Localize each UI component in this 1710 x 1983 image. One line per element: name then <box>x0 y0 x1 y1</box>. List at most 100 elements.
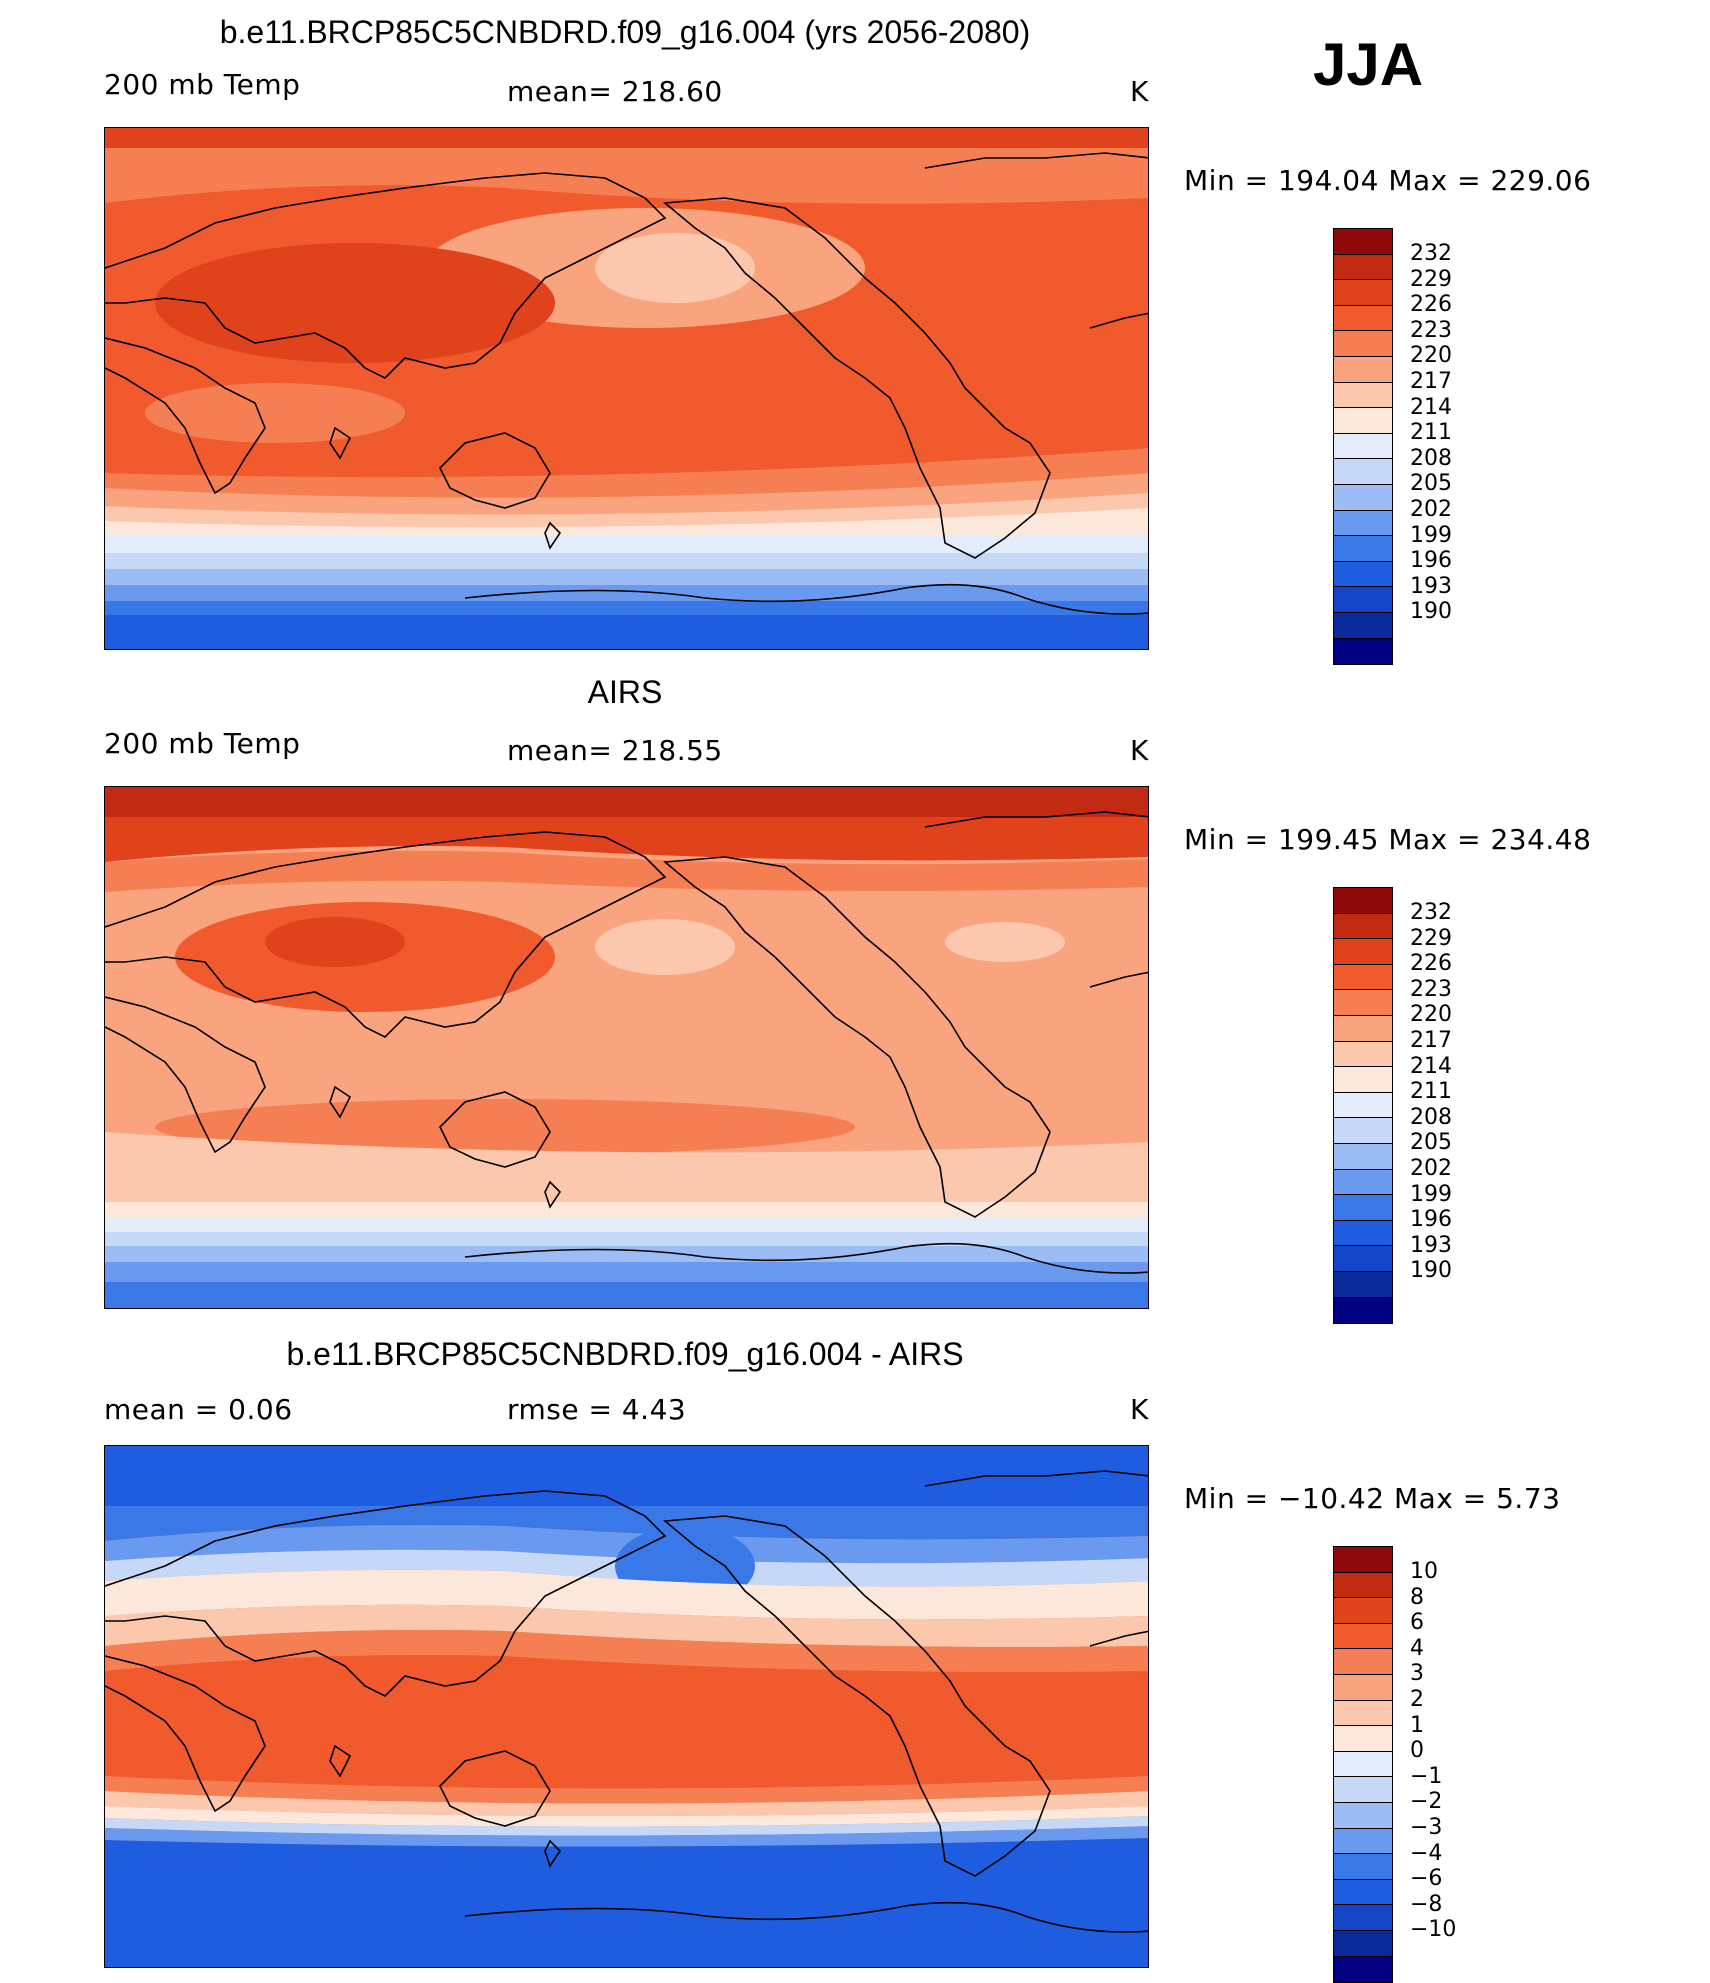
colorbar-swatch <box>1334 1169 1392 1196</box>
colorbar-tick-label: 223 <box>1410 976 1452 1002</box>
colorbar-tick-label: −8 <box>1410 1891 1443 1917</box>
panel1-title: b.e11.BRCP85C5CNBDRD.f09_g16.004 (yrs 20… <box>219 14 1031 50</box>
colorbar-tick-label: 199 <box>1410 1181 1452 1207</box>
panel1-colorbar <box>1333 228 1393 666</box>
colorbar-tick-label: 1 <box>1410 1712 1424 1738</box>
colorbar-tick-label: 208 <box>1410 445 1452 471</box>
colorbar-swatch <box>1334 408 1392 434</box>
panel3-map-svg <box>105 1446 1148 1967</box>
colorbar-swatch <box>1334 638 1392 665</box>
colorbar-swatch <box>1334 1674 1392 1701</box>
colorbar-tick-label: 229 <box>1410 925 1452 951</box>
colorbar-swatch <box>1334 612 1392 639</box>
colorbar-tick-label: 190 <box>1410 599 1452 625</box>
colorbar-swatch <box>1334 1297 1392 1324</box>
colorbar-swatch <box>1334 1905 1392 1931</box>
colorbar-tick-label: 4 <box>1410 1635 1424 1661</box>
panel3-minmax: Min = −10.42 Max = 5.73 <box>1184 1482 1561 1515</box>
colorbar-swatch <box>1334 1598 1392 1624</box>
panel1-units: K <box>1130 75 1149 108</box>
colorbar-swatch <box>1334 382 1392 409</box>
panel3-rmse-label: rmse = 4.43 <box>507 1393 687 1426</box>
colorbar-tick-label: 196 <box>1410 548 1452 574</box>
colorbar-swatch <box>1334 1271 1392 1298</box>
colorbar-tick-label: 8 <box>1410 1584 1424 1610</box>
colorbar-swatch <box>1334 561 1392 588</box>
colorbar-tick-label: −2 <box>1410 1789 1443 1815</box>
colorbar-swatch <box>1334 587 1392 613</box>
colorbar-tick-label: 193 <box>1410 1232 1452 1258</box>
colorbar-tick-label: 229 <box>1410 266 1452 292</box>
colorbar-swatch <box>1334 1956 1392 1983</box>
season-label: JJA <box>1313 31 1424 98</box>
colorbar-tick-label: −6 <box>1410 1866 1443 1892</box>
colorbar-tick-label: 220 <box>1410 343 1452 369</box>
colorbar-tick-label: 214 <box>1410 1053 1452 1079</box>
colorbar-swatch <box>1334 229 1392 255</box>
panel3-colorbar <box>1333 1546 1393 1983</box>
colorbar-swatch <box>1334 484 1392 511</box>
colorbar-tick-label: 226 <box>1410 292 1452 318</box>
colorbar-tick-label: 211 <box>1410 1079 1452 1105</box>
colorbar-tick-label: 223 <box>1410 317 1452 343</box>
colorbar-tick-label: −1 <box>1410 1763 1443 1789</box>
colorbar-tick-label: 196 <box>1410 1207 1452 1233</box>
colorbar-tick-label: 202 <box>1410 1155 1452 1181</box>
colorbar-tick-label: 2 <box>1410 1686 1424 1712</box>
colorbar-tick-label: 217 <box>1410 1027 1452 1053</box>
colorbar-swatch <box>1334 1726 1392 1752</box>
panel2-title: AIRS <box>587 674 663 710</box>
colorbar-swatch <box>1334 1547 1392 1573</box>
colorbar-swatch <box>1334 510 1392 537</box>
colorbar-swatch <box>1334 459 1392 485</box>
colorbar-swatch <box>1334 433 1392 460</box>
colorbar-swatch <box>1334 1092 1392 1119</box>
panel2-variable-label: 200 mb Temp <box>104 727 301 760</box>
colorbar-swatch <box>1334 1195 1392 1221</box>
colorbar-tick-label: −10 <box>1410 1917 1457 1943</box>
panel2-map <box>104 786 1149 1309</box>
panel1-colorbar-ticks: 232 229 226 223 220 217 214 211 208 205 202 199 196 1… <box>1410 241 1490 625</box>
colorbar-tick-label: −4 <box>1410 1840 1443 1866</box>
colorbar-swatch <box>1334 1623 1392 1650</box>
colorbar-tick-label: 226 <box>1410 951 1452 977</box>
colorbar-swatch <box>1334 1751 1392 1778</box>
colorbar-tick-label: 199 <box>1410 522 1452 548</box>
colorbar-swatch <box>1334 1246 1392 1272</box>
colorbar-swatch <box>1334 536 1392 562</box>
colorbar-swatch <box>1334 1700 1392 1727</box>
colorbar-tick-label: 220 <box>1410 1002 1452 1028</box>
colorbar-tick-label: 0 <box>1410 1738 1424 1764</box>
colorbar-swatch <box>1334 1879 1392 1906</box>
panel2-units: K <box>1130 734 1149 767</box>
colorbar-swatch <box>1334 254 1392 281</box>
colorbar-swatch <box>1334 1220 1392 1247</box>
colorbar-swatch <box>1334 331 1392 357</box>
colorbar-tick-label: 205 <box>1410 1130 1452 1156</box>
colorbar-tick-label: 217 <box>1410 368 1452 394</box>
colorbar-tick-label: 6 <box>1410 1610 1424 1636</box>
colorbar-tick-label: 232 <box>1410 241 1452 266</box>
colorbar-swatch <box>1334 305 1392 332</box>
colorbar-swatch <box>1334 1143 1392 1170</box>
colorbar-swatch <box>1334 1118 1392 1144</box>
colorbar-tick-label: 190 <box>1410 1258 1452 1284</box>
panel3-colorbar-ticks: 10 8 6 4 3 2 1 0 −1 −2 −3 −4 −6 −8 −10 <box>1410 1559 1490 1943</box>
colorbar-tick-label: 202 <box>1410 496 1452 522</box>
panel1-map <box>104 127 1149 650</box>
colorbar-tick-label: 3 <box>1410 1661 1424 1687</box>
panel2-map-svg <box>105 787 1148 1308</box>
colorbar-tick-label: 208 <box>1410 1104 1452 1130</box>
colorbar-swatch <box>1334 939 1392 965</box>
panel3-map <box>104 1445 1149 1968</box>
colorbar-tick-label: 10 <box>1410 1559 1438 1584</box>
colorbar-swatch <box>1334 356 1392 383</box>
colorbar-swatch <box>1334 964 1392 991</box>
colorbar-swatch <box>1334 1015 1392 1042</box>
panel2-colorbar <box>1333 887 1393 1325</box>
colorbar-swatch <box>1334 1067 1392 1093</box>
panel2-minmax: Min = 199.45 Max = 234.48 <box>1184 823 1592 856</box>
panel1-variable-label: 200 mb Temp <box>104 68 301 101</box>
panel1-map-svg <box>105 128 1148 649</box>
panel2-mean-label: mean= 218.55 <box>507 734 723 767</box>
